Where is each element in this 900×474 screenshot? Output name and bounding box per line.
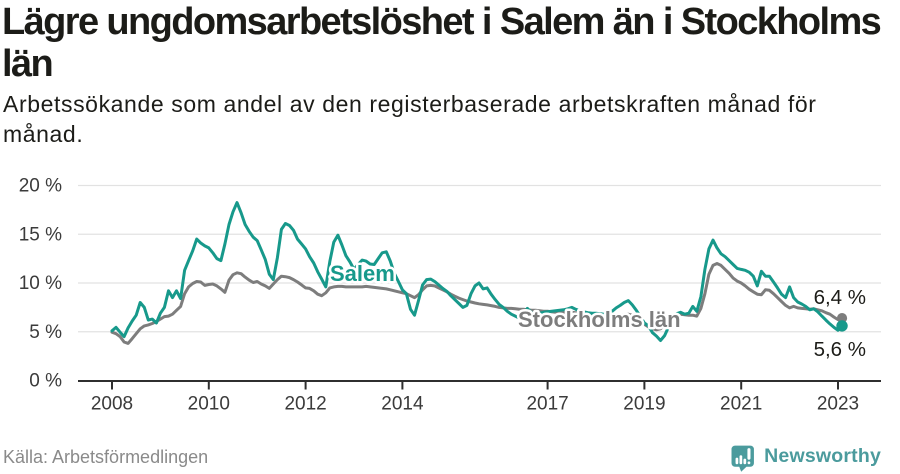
line-stockholms-l-n — [110, 262, 844, 345]
end-value-label-stockholms-l-n: 6,4 % — [814, 286, 866, 309]
x-tick-label: 2017 — [526, 394, 568, 415]
source-note: Källa: Arbetsförmedlingen — [3, 447, 209, 467]
chart-title: Lägre ungdomsarbetslöshet i Salem än i S… — [2, 1, 892, 85]
y-tick-label: 0 % — [29, 371, 62, 392]
x-tick-label: 2008 — [91, 394, 133, 415]
chart-title-text: Lägre ungdomsarbetslöshet i Salem än i S… — [2, 1, 882, 85]
x-tick-label: 2014 — [381, 394, 424, 415]
end-value-label-salem: 5,6 % — [814, 338, 866, 361]
series-lines — [110, 201, 844, 345]
series-label-salem: Salem — [330, 261, 395, 286]
x-tick-label: 2023 — [817, 394, 859, 415]
y-tick-label: 5 % — [29, 322, 62, 343]
newsworthy-logo-icon — [731, 445, 755, 472]
y-tick-label: 10 % — [19, 273, 62, 294]
gridlines — [78, 184, 881, 333]
y-axis-labels: 0 % 5 % 10 % 15 % 20 % — [19, 176, 62, 392]
chart-subtitle: Arbetssökande som andel av den registerb… — [3, 89, 883, 149]
line-salem — [110, 201, 844, 342]
brand-name: Newsworthy — [764, 445, 881, 467]
end-dot-stockholms-l-n — [836, 313, 848, 324]
y-tick-label: 15 % — [19, 224, 62, 245]
y-tick-label: 20 % — [19, 176, 62, 197]
x-axis: 2008 2010 2012 2014 2017 2019 2021 2023 — [78, 380, 881, 415]
end-value-markers — [836, 313, 848, 332]
end-value-labels: 6,4 % 5,6 % — [814, 286, 866, 361]
series-labels: Stockholms län Salem — [328, 259, 684, 335]
series-label-stockholms-l-n: Stockholms län — [518, 307, 681, 332]
x-tick-label: 2019 — [623, 394, 665, 415]
x-tick-label: 2010 — [188, 394, 230, 415]
chart-subtitle-text: Arbetssökande som andel av den registerb… — [3, 91, 817, 147]
newsworthy-brand: Newsworthy — [728, 441, 881, 474]
x-tick-label: 2012 — [284, 394, 326, 415]
x-tick-label: 2021 — [720, 394, 762, 415]
end-dot-salem — [836, 320, 848, 332]
